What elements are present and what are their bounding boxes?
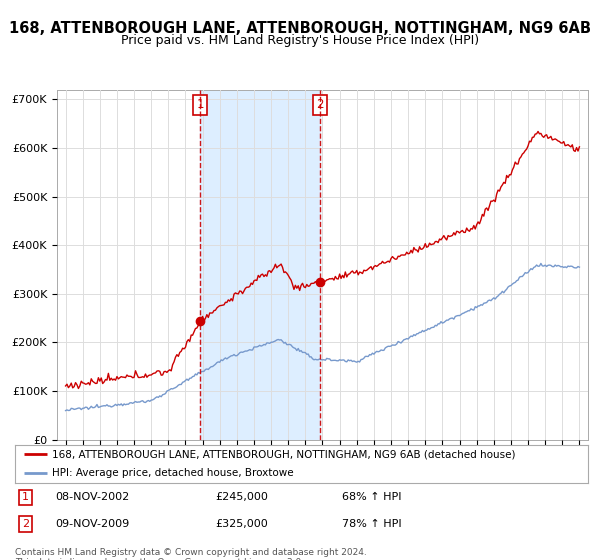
Text: £325,000: £325,000	[215, 519, 268, 529]
Text: Price paid vs. HM Land Registry's House Price Index (HPI): Price paid vs. HM Land Registry's House …	[121, 34, 479, 46]
Text: Contains HM Land Registry data © Crown copyright and database right 2024.
This d: Contains HM Land Registry data © Crown c…	[15, 548, 367, 560]
Text: 08-NOV-2002: 08-NOV-2002	[55, 492, 130, 502]
Text: 78% ↑ HPI: 78% ↑ HPI	[341, 519, 401, 529]
Text: 1: 1	[196, 99, 204, 111]
Text: 09-NOV-2009: 09-NOV-2009	[55, 519, 130, 529]
Text: 68% ↑ HPI: 68% ↑ HPI	[341, 492, 401, 502]
Text: 168, ATTENBOROUGH LANE, ATTENBOROUGH, NOTTINGHAM, NG9 6AB: 168, ATTENBOROUGH LANE, ATTENBOROUGH, NO…	[9, 21, 591, 36]
Text: £245,000: £245,000	[215, 492, 268, 502]
Bar	[200, 90, 320, 440]
Text: 168, ATTENBOROUGH LANE, ATTENBOROUGH, NOTTINGHAM, NG9 6AB (detached house): 168, ATTENBOROUGH LANE, ATTENBOROUGH, NO…	[52, 449, 516, 459]
Text: 1: 1	[22, 492, 29, 502]
Text: HPI: Average price, detached house, Broxtowe: HPI: Average price, detached house, Brox…	[52, 468, 294, 478]
Text: 2: 2	[316, 99, 324, 111]
Text: 2: 2	[22, 519, 29, 529]
